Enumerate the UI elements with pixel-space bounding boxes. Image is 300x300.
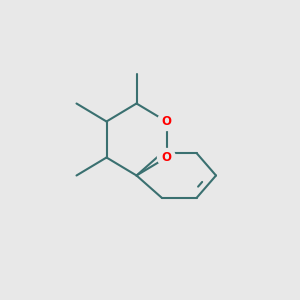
Circle shape	[158, 112, 175, 130]
Text: O: O	[161, 115, 172, 128]
Circle shape	[158, 148, 175, 166]
Text: O: O	[161, 151, 172, 164]
